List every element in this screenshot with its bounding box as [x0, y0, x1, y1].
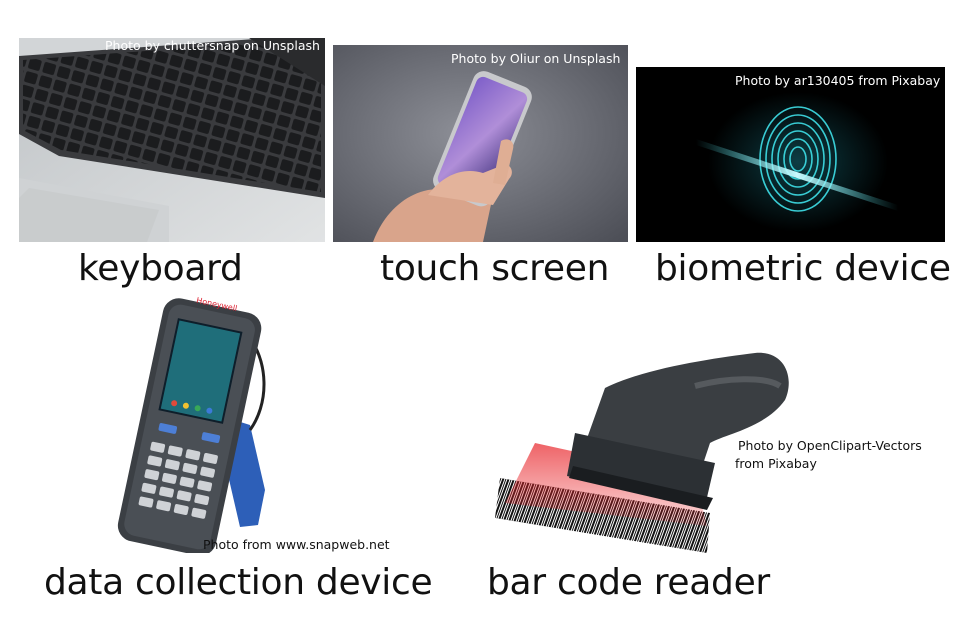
keyboard-photo — [19, 38, 325, 242]
touch-screen-label: touch screen — [380, 248, 610, 289]
biometric-photo — [636, 67, 945, 242]
data-collection-device-image — [100, 295, 290, 553]
data-collection-device-label: data collection device — [44, 562, 433, 603]
photo-credit: Photo by ar130405 from Pixabay — [735, 73, 941, 88]
bar-code-reader-label: bar code reader — [487, 562, 770, 603]
bar-code-reader-image — [495, 338, 795, 560]
photo-credit: from Pixabay — [735, 456, 817, 471]
biometric-device-label: biometric device — [655, 248, 951, 289]
touch-screen-photo — [333, 45, 628, 242]
photo-credit: Photo by chuttersnap on Unsplash — [105, 38, 320, 53]
photo-credit: Photo from www.snapweb.net — [203, 537, 390, 552]
keyboard-label: keyboard — [78, 248, 243, 289]
photo-credit: Photo by Oliur on Unsplash — [451, 51, 621, 66]
photo-credit: Photo by OpenClipart-Vectors — [738, 438, 922, 453]
